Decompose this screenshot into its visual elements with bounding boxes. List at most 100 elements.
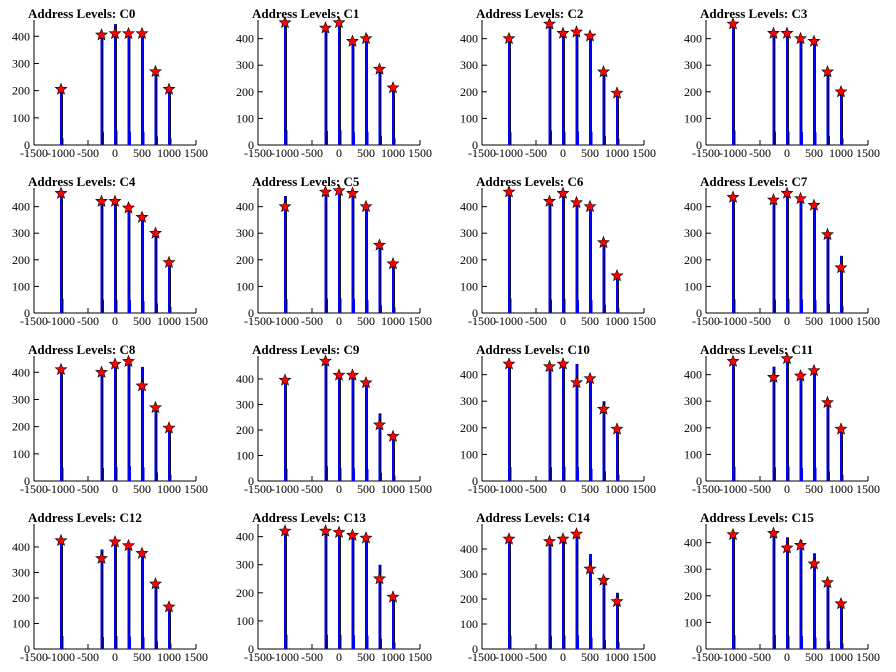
y-tick-label: 100 [684, 615, 702, 629]
peak-marker [373, 238, 386, 251]
y-tick-label: 400 [236, 530, 254, 544]
bar [840, 90, 842, 145]
bar [127, 203, 130, 313]
x-tick-label: -500 [301, 314, 323, 328]
bar [324, 531, 327, 649]
y-tick-label: 200 [684, 421, 702, 435]
bar [127, 33, 130, 145]
bar-side-lobe [394, 642, 396, 649]
bar [365, 381, 367, 481]
peak-marker [780, 186, 794, 199]
x-tick-label: 0 [560, 314, 566, 328]
x-tick-label: -1000 [271, 482, 299, 496]
bar [772, 201, 775, 313]
y-tick-label: 400 [460, 542, 478, 556]
bar [392, 436, 394, 481]
x-tick-label: 0 [336, 482, 342, 496]
peak-marker [386, 429, 400, 442]
peak-marker [610, 422, 624, 435]
bar [548, 539, 551, 649]
bar [392, 265, 394, 313]
bar-side-lobe [829, 303, 830, 313]
x-tick-label: 1000 [157, 146, 181, 160]
y-tick-label: 300 [236, 558, 254, 572]
peak-marker [807, 557, 821, 570]
peak-marker [162, 421, 176, 434]
bar-side-lobe [618, 138, 620, 145]
chart-title: Address Levels: C6 [476, 174, 584, 189]
peak-marker [583, 562, 597, 575]
bar-side-lobe [829, 641, 830, 649]
peak-marker [834, 260, 848, 274]
peak-marker [332, 525, 346, 538]
bar [154, 583, 157, 649]
bar-side-lobe [815, 467, 817, 481]
bar-side-lobe [591, 637, 593, 649]
peak-marker [726, 190, 740, 203]
bar [772, 33, 775, 146]
chart-title: Address Levels: C7 [700, 174, 808, 189]
bar-side-lobe [829, 136, 830, 145]
peak-marker [108, 357, 122, 370]
chart-panel-c5: Address Levels: C5 0 100 200 300 400 -1500 -100… [236, 174, 432, 328]
bar [351, 375, 354, 481]
bar-side-lobe [775, 634, 776, 649]
x-tick-label: -500 [77, 482, 99, 496]
peak-marker [278, 199, 292, 213]
peak-marker [149, 577, 162, 590]
y-tick-label: 200 [460, 421, 478, 435]
x-tick-label: 0 [784, 146, 790, 160]
x-tick-label: -500 [525, 146, 547, 160]
bar-side-lobe [564, 466, 566, 481]
x-tick-label: -1000 [719, 314, 747, 328]
bar-side-lobe [842, 643, 844, 649]
peak-marker [319, 524, 332, 537]
x-tick-label: 1000 [381, 314, 405, 328]
bar [284, 195, 286, 313]
chart-panel-c4: Address Levels: C4 0 100 200 300 400 -1500 -100… [12, 174, 208, 328]
y-tick-label: 0 [24, 474, 30, 488]
y-tick-label: 0 [696, 474, 702, 488]
x-tick-label: 500 [133, 314, 151, 328]
peak-marker [767, 370, 780, 383]
peak-marker [95, 551, 108, 564]
bar [548, 365, 551, 481]
chart-panel-c11: Address Levels: C11 0 100 200 300 400 -1500 -10… [684, 342, 880, 496]
bar-side-lobe [734, 130, 736, 145]
x-tick-label: -1500 [468, 314, 496, 328]
peak-marker [346, 34, 359, 47]
bar-side-lobe [340, 634, 342, 649]
x-tick-label: 1000 [381, 146, 405, 160]
bar-side-lobe [130, 466, 131, 481]
x-tick-label: -500 [77, 314, 99, 328]
bar [786, 31, 788, 145]
x-tick-label: 0 [784, 482, 790, 496]
bar-side-lobe [591, 468, 593, 481]
bar-side-lobe [510, 635, 512, 649]
bar-side-lobe [354, 132, 355, 145]
peak-marker [794, 31, 807, 45]
y-tick-label: 0 [248, 642, 254, 656]
peak-marker [346, 528, 359, 541]
peak-marker [794, 538, 807, 551]
chart-panel-c15: Address Levels: C15 0 100 200 300 400 -1500 -10… [684, 510, 880, 664]
bar-side-lobe [170, 474, 172, 481]
y-tick-label: 100 [684, 111, 702, 125]
bar-side-lobe [802, 299, 803, 313]
bar [60, 89, 62, 145]
bar [114, 201, 116, 313]
bar-side-lobe [618, 474, 620, 481]
x-tick-label: -1000 [495, 482, 523, 496]
chart-panel-c14: Address Levels: C14 0 100 200 300 400 -1500 -10… [460, 510, 656, 664]
y-tick-label: 100 [12, 616, 30, 630]
x-tick-label: -1500 [244, 482, 272, 496]
chart-title: Address Levels: C15 [700, 510, 814, 525]
y-tick-label: 300 [460, 394, 478, 408]
y-tick-label: 100 [236, 614, 254, 628]
peak-marker [570, 25, 583, 38]
bar-side-lobe [775, 131, 776, 145]
bar [168, 604, 170, 649]
peak-marker [278, 15, 292, 29]
bar [575, 363, 578, 481]
bar [378, 413, 381, 481]
